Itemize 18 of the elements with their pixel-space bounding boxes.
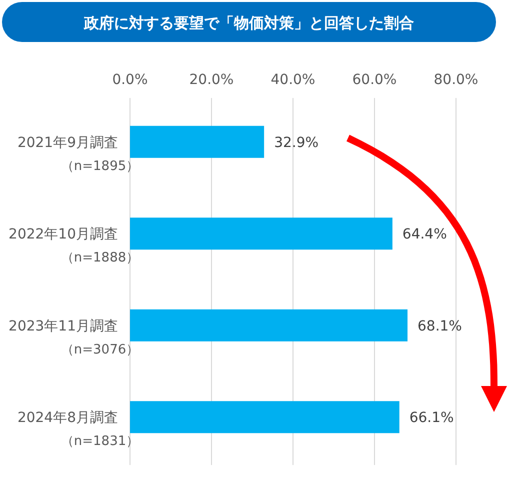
bar	[130, 401, 400, 434]
data-label: 32.9%	[274, 134, 319, 151]
y-tick-label: 2024年8月調査（n=1831）	[17, 410, 140, 450]
bar	[130, 126, 264, 158]
x-tick-label: 60.0%	[352, 72, 397, 88]
x-tick-label: 40.0%	[270, 72, 316, 88]
x-tick-label: 0.0%	[112, 72, 148, 88]
bar	[130, 309, 408, 342]
x-tick-label: 80.0%	[434, 72, 478, 88]
bar	[130, 218, 392, 250]
chart-title: 政府に対する要望で「物価対策」と回答した割合	[83, 14, 414, 32]
data-label: 68.1%	[418, 318, 462, 334]
data-label: 64.4%	[402, 226, 447, 243]
data-label: 66.1%	[409, 410, 454, 426]
x-tick-label: 20.0%	[189, 72, 234, 88]
y-tick-label: 2023年11月調査（n=3076）	[8, 318, 140, 358]
y-tick-label: 2022年10月調査（n=1888）	[8, 226, 140, 266]
y-tick-label: 2021年9月調査（n=1895）	[17, 134, 140, 174]
